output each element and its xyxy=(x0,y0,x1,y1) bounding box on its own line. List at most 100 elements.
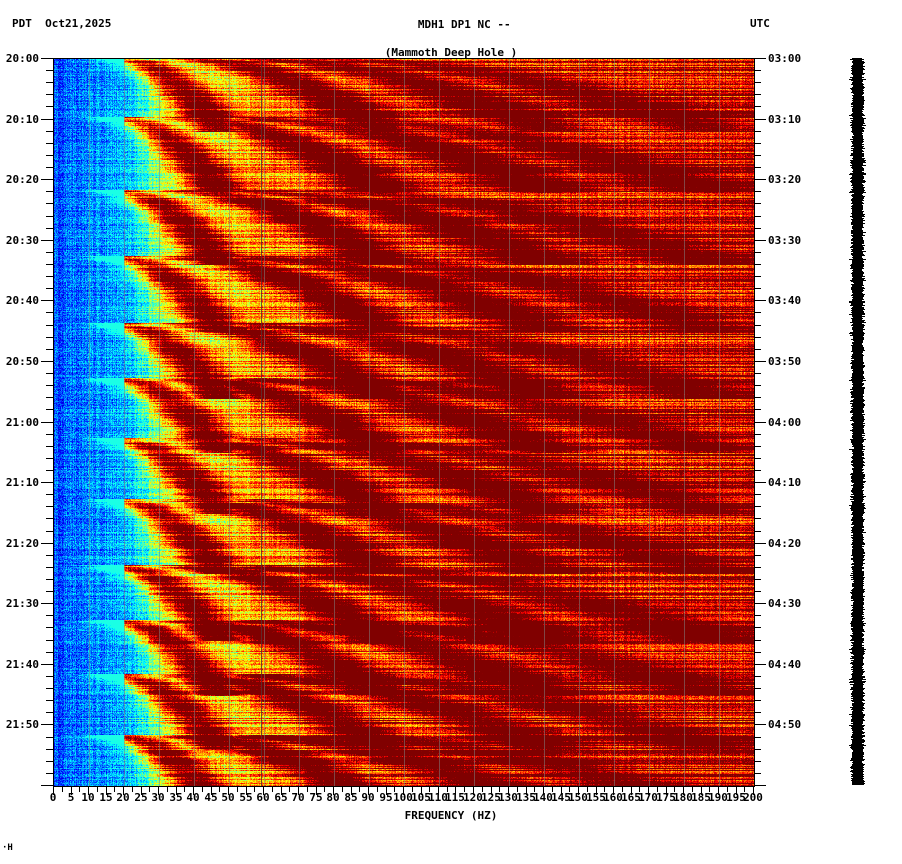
left-minor-tick xyxy=(46,143,53,144)
right-minor-tick xyxy=(754,143,761,144)
left-major-tick xyxy=(41,724,53,725)
frequency-minor-tick xyxy=(482,786,483,792)
left-time-label: 20:20 xyxy=(5,173,39,186)
frequency-axis-title: FREQUENCY (HZ) xyxy=(404,809,498,822)
right-minor-tick xyxy=(754,579,761,580)
frequency-major-tick xyxy=(228,786,229,795)
frequency-minor-tick xyxy=(272,786,273,792)
frequency-major-tick xyxy=(263,786,264,795)
right-major-tick xyxy=(754,603,766,604)
right-minor-tick xyxy=(754,494,761,495)
left-minor-tick xyxy=(46,203,53,204)
left-minor-tick xyxy=(46,676,53,677)
right-time-label: 04:20 xyxy=(768,537,802,550)
right-minor-tick xyxy=(754,373,761,374)
frequency-tick-label: 145 xyxy=(551,791,571,804)
frequency-tick-label: 20 xyxy=(116,791,130,804)
frequency-major-tick xyxy=(718,786,719,795)
frequency-tick-label: 135 xyxy=(516,791,536,804)
right-minor-tick xyxy=(754,567,761,568)
frequency-major-tick xyxy=(753,786,754,795)
frequency-minor-tick xyxy=(639,786,640,792)
frequency-major-tick xyxy=(333,786,334,795)
left-minor-tick xyxy=(46,458,53,459)
frequency-major-tick xyxy=(561,786,562,795)
frequency-major-tick xyxy=(526,786,527,795)
frequency-tick-label: 185 xyxy=(691,791,711,804)
right-major-tick xyxy=(754,724,766,725)
left-minor-tick xyxy=(46,94,53,95)
right-minor-tick xyxy=(754,203,761,204)
right-time-label: 03:20 xyxy=(768,173,802,186)
frequency-minor-tick xyxy=(79,786,80,792)
right-major-tick xyxy=(754,179,766,180)
left-time-label: 20:00 xyxy=(5,52,39,65)
frequency-minor-tick xyxy=(377,786,378,792)
right-minor-tick xyxy=(754,397,761,398)
right-time-label: 03:00 xyxy=(768,52,802,65)
frequency-minor-tick xyxy=(254,786,255,792)
right-minor-tick xyxy=(754,627,761,628)
frequency-minor-tick xyxy=(342,786,343,792)
frequency-minor-tick xyxy=(622,786,623,792)
right-minor-tick xyxy=(754,106,761,107)
frequency-minor-tick xyxy=(394,786,395,792)
right-major-tick xyxy=(754,664,766,665)
left-minor-tick xyxy=(46,712,53,713)
left-minor-tick xyxy=(46,518,53,519)
frequency-major-tick xyxy=(176,786,177,795)
left-minor-tick xyxy=(46,70,53,71)
right-minor-tick xyxy=(754,82,761,83)
right-minor-tick xyxy=(754,470,761,471)
left-major-tick xyxy=(41,482,53,483)
frequency-minor-tick xyxy=(412,786,413,792)
frequency-minor-tick xyxy=(202,786,203,792)
frequency-major-tick xyxy=(351,786,352,795)
left-major-tick xyxy=(41,543,53,544)
frequency-tick-label: 130 xyxy=(498,791,518,804)
right-time-label: 03:40 xyxy=(768,294,802,307)
right-minor-tick xyxy=(754,191,761,192)
right-minor-tick xyxy=(754,276,761,277)
corner-glyph: ·H xyxy=(2,843,13,853)
spectrogram-plot[interactable] xyxy=(53,58,755,787)
frequency-minor-tick xyxy=(517,786,518,792)
page-title: MDH1 DP1 NC -- (Mammoth Deep Hole ) xyxy=(0,4,902,88)
right-minor-tick xyxy=(754,446,761,447)
right-minor-tick xyxy=(754,337,761,338)
frequency-major-tick xyxy=(298,786,299,795)
frequency-major-tick xyxy=(123,786,124,795)
right-major-tick xyxy=(754,58,766,59)
right-time-label: 03:30 xyxy=(768,234,802,247)
frequency-major-tick xyxy=(386,786,387,795)
frequency-minor-tick xyxy=(307,786,308,792)
frequency-major-tick xyxy=(88,786,89,795)
right-minor-tick xyxy=(754,737,761,738)
right-minor-tick xyxy=(754,228,761,229)
left-minor-tick xyxy=(46,700,53,701)
frequency-minor-tick xyxy=(744,786,745,792)
frequency-major-tick xyxy=(403,786,404,795)
frequency-major-tick xyxy=(736,786,737,795)
frequency-minor-tick xyxy=(149,786,150,792)
left-time-label: 20:30 xyxy=(5,234,39,247)
frequency-major-tick xyxy=(211,786,212,795)
left-minor-tick xyxy=(46,773,53,774)
frequency-tick-label: 100 xyxy=(393,791,413,804)
right-minor-tick xyxy=(754,155,761,156)
right-minor-tick xyxy=(754,640,761,641)
right-time-label: 04:40 xyxy=(768,658,802,671)
left-minor-tick xyxy=(46,216,53,217)
right-time-label: 04:30 xyxy=(768,597,802,610)
right-minor-tick xyxy=(754,761,761,762)
frequency-major-tick xyxy=(491,786,492,795)
right-minor-tick xyxy=(754,518,761,519)
frequency-tick-label: 160 xyxy=(603,791,623,804)
frequency-tick-label: 30 xyxy=(151,791,165,804)
frequency-major-tick xyxy=(683,786,684,795)
left-minor-tick xyxy=(46,106,53,107)
left-minor-tick xyxy=(46,494,53,495)
frequency-major-tick xyxy=(53,786,54,795)
right-minor-tick xyxy=(754,688,761,689)
frequency-major-tick xyxy=(613,786,614,795)
